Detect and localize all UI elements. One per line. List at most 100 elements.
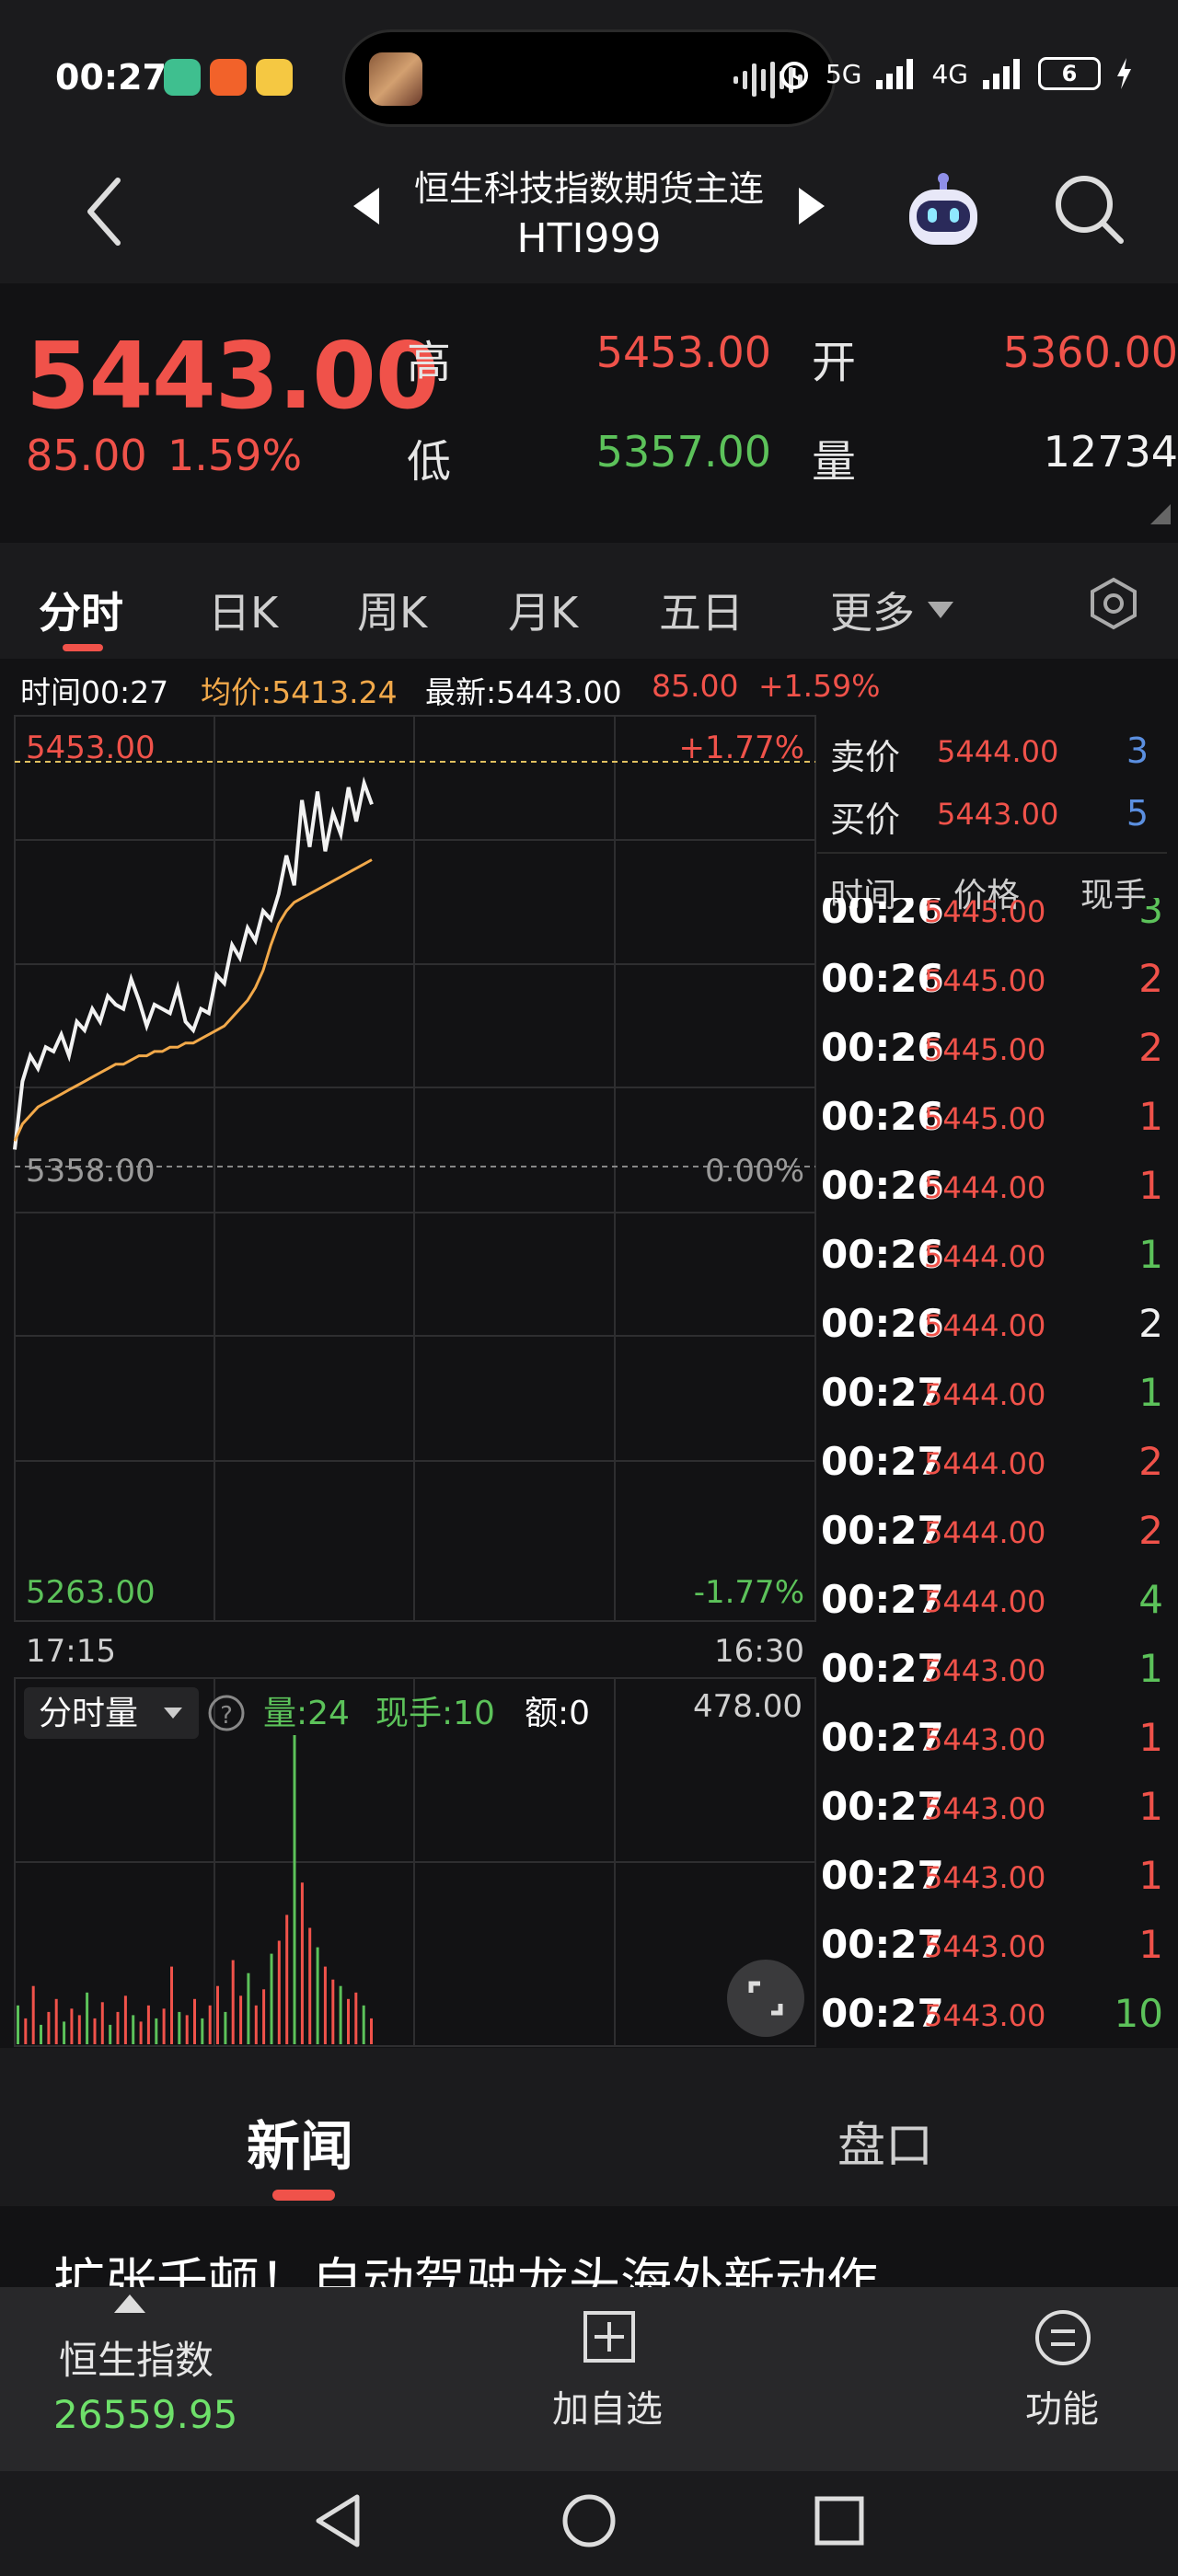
volume-bar xyxy=(316,1947,319,2044)
volume-bar xyxy=(247,1972,250,2044)
add-watchlist-icon[interactable] xyxy=(582,2309,637,2364)
help-icon-glyph: ? xyxy=(220,1702,233,1730)
expand-corner-icon[interactable] xyxy=(1150,504,1171,524)
trade-qty: 1 xyxy=(1138,1784,1163,1829)
col-price: 价格 xyxy=(953,877,1021,914)
trade-price: 5443.00 xyxy=(924,1929,1046,1964)
info-pct: +1.59% xyxy=(758,668,881,704)
volume-bar xyxy=(216,1985,219,2044)
help-icon[interactable] xyxy=(208,1695,245,1731)
news-headline[interactable]: 扩张千顿！自动驾驶龙头海外新动作 xyxy=(53,2253,878,2289)
network-4g-label: 4G xyxy=(931,58,968,89)
tab-news[interactable]: 新闻 xyxy=(247,2115,354,2178)
trade-time: 00:26 xyxy=(821,956,944,1001)
trade-price: 5445.00 xyxy=(924,1101,1046,1136)
trade-price: 5445.00 xyxy=(924,1032,1046,1067)
add-watchlist-button[interactable]: 加自选 xyxy=(552,2388,663,2431)
app-notification-icon xyxy=(210,59,247,96)
volume-bar xyxy=(132,2015,135,2044)
trade-time: 00:27 xyxy=(821,1577,944,1622)
trade-qty: 10 xyxy=(1114,1991,1163,2036)
status-bar: 00:27 5G 4G 6 xyxy=(0,0,1178,147)
trades-list[interactable]: 00:26 5445.00 3 00:26 5445.00 2 00:26 5445.00 2 0… xyxy=(817,898,1167,2048)
trade-row: 00:26 5445.00 1 xyxy=(817,1087,1167,1156)
index-name[interactable]: 恒生指数 xyxy=(59,2338,214,2383)
next-contract-icon[interactable] xyxy=(795,186,826,226)
info-latest: 最新:5443.00 xyxy=(425,674,622,710)
trade-time: 00:27 xyxy=(821,1991,944,2036)
volume-bar xyxy=(323,1966,327,2044)
contract-title: 恒生科技指数期货主连 xyxy=(413,168,764,209)
trade-qty: 1 xyxy=(1138,1232,1163,1277)
volume-bar xyxy=(123,1995,127,2044)
high-value: 5453.00 xyxy=(595,328,771,377)
function-button[interactable]: 功能 xyxy=(1025,2388,1099,2431)
back-icon[interactable] xyxy=(81,175,127,248)
volume-bar xyxy=(254,2005,258,2044)
volume-selector[interactable]: 分时量 xyxy=(39,1695,138,1732)
volume-bar xyxy=(239,1995,243,2044)
volume-bar xyxy=(362,2005,365,2044)
nav-recents-icon[interactable] xyxy=(812,2493,867,2548)
trade-row: 00:26 5445.00 2 xyxy=(817,949,1167,1018)
trade-qty: 1 xyxy=(1138,1094,1163,1139)
trade-qty: 3 xyxy=(1138,898,1163,932)
volume-bar xyxy=(100,2002,104,2044)
y-axis-mid-label: 5358.00 xyxy=(26,1153,156,1190)
nav-back-icon[interactable] xyxy=(311,2491,366,2550)
trade-row: 00:27 5444.00 2 xyxy=(817,1432,1167,1501)
col-time: 时间 xyxy=(830,877,897,914)
dynamic-island[interactable] xyxy=(342,29,836,127)
fullscreen-icon[interactable] xyxy=(727,1960,804,2037)
intraday-chart[interactable]: 5453.00 5358.00 5263.00 +1.77% 0.00% -1.… xyxy=(0,714,817,2048)
trade-time: 00:26 xyxy=(821,898,944,932)
tab-weekly-k[interactable]: 周K xyxy=(357,588,428,638)
volume-bar xyxy=(224,2011,227,2044)
bid-price: 5443.00 xyxy=(937,797,1059,832)
volume-bar xyxy=(77,2015,81,2044)
trade-price: 5444.00 xyxy=(924,1377,1046,1412)
price-change: 85.00 xyxy=(26,431,147,480)
trade-row: 00:27 5443.00 1 xyxy=(817,1915,1167,1984)
trade-qty: 1 xyxy=(1138,1853,1163,1898)
y-axis-top-label: 5453.00 xyxy=(26,730,156,766)
volume-bar xyxy=(139,2021,143,2044)
prev-contract-icon[interactable] xyxy=(352,186,383,226)
nav-home-icon[interactable] xyxy=(560,2491,618,2550)
volume-bar xyxy=(31,1985,35,2044)
search-icon[interactable] xyxy=(1051,171,1128,248)
trade-price: 5444.00 xyxy=(924,1446,1046,1481)
volume-selector-bg[interactable] xyxy=(24,1687,199,1739)
price-change-pct: 1.59% xyxy=(167,431,303,480)
settings-hexagon-icon[interactable] xyxy=(1086,576,1141,631)
function-menu-icon[interactable] xyxy=(1034,2309,1091,2366)
tab-pankou[interactable]: 盘口 xyxy=(837,2119,934,2174)
trade-row: 00:27 5443.00 1 xyxy=(817,1639,1167,1708)
trade-price: 5443.00 xyxy=(924,1998,1046,2033)
trade-row: 00:26 5444.00 1 xyxy=(817,1225,1167,1294)
tab-five-day[interactable]: 五日 xyxy=(659,588,744,638)
tab-daily-k[interactable]: 日K xyxy=(208,588,279,638)
info-time: 时间00:27 xyxy=(20,674,169,710)
trade-row: 00:27 5443.00 10 xyxy=(817,1984,1167,2048)
volume-bar xyxy=(331,1979,335,2044)
tab-intraday[interactable]: 分时 xyxy=(39,588,123,638)
tab-monthly-k[interactable]: 月K xyxy=(508,588,579,638)
volume-value: 12734 xyxy=(1043,427,1178,477)
trade-row: 00:26 5445.00 2 xyxy=(817,1018,1167,1087)
volume-bar xyxy=(162,2008,166,2044)
status-time: 00:27 xyxy=(55,57,167,98)
media-thumbnail xyxy=(369,52,422,106)
status-icons: 5G 4G 6 xyxy=(778,57,1132,90)
trade-qty: 2 xyxy=(1138,1301,1163,1346)
trade-price: 5443.00 xyxy=(924,1653,1046,1688)
ai-robot-icon[interactable] xyxy=(902,171,985,250)
pct-top-label: +1.77% xyxy=(679,730,805,766)
order-book-panel: 卖价 5444.00 3 买价 5443.00 5 时间 价格 现手 00:26… xyxy=(817,714,1167,2048)
volume-bar xyxy=(86,1992,89,2044)
trade-row: 00:27 5444.00 2 xyxy=(817,1501,1167,1570)
chevron-up-icon[interactable] xyxy=(114,2294,145,2313)
tab-more[interactable]: 更多 xyxy=(830,588,915,638)
trade-time: 00:27 xyxy=(821,1508,944,1553)
volume-bar xyxy=(40,2024,42,2044)
